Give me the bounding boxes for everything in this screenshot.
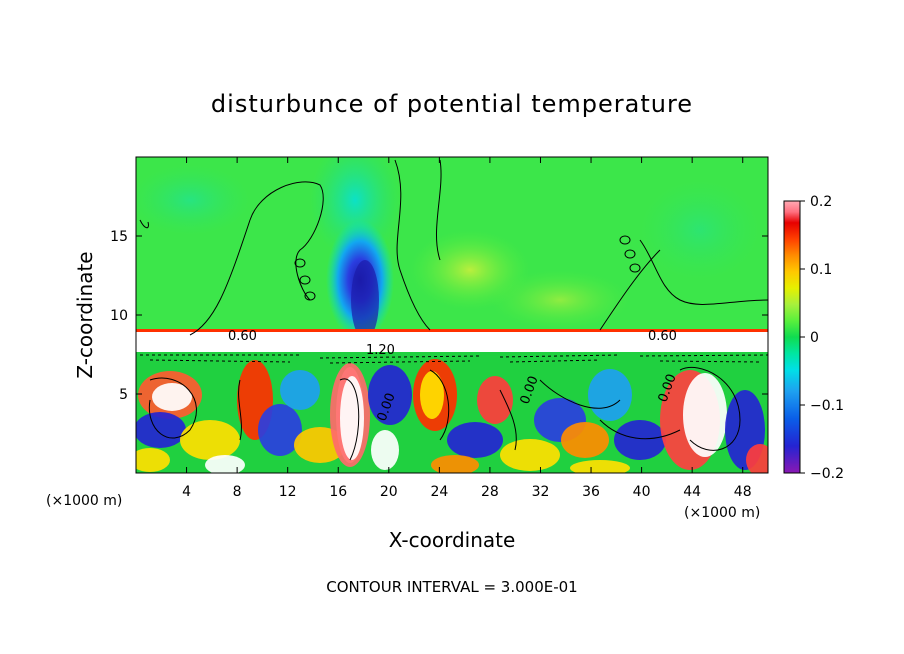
x-axis-title: X-coordinate xyxy=(389,528,516,552)
turbulence-blob xyxy=(746,444,768,473)
turbulence-blob xyxy=(136,412,186,448)
turbulence-blob xyxy=(258,404,302,456)
x-axis: 4 8 12 16 20 24 28 32 36 40 44 48 xyxy=(182,157,752,500)
y-tick-label: 15 xyxy=(110,229,128,245)
colorbar-tick-label: 0 xyxy=(810,330,819,346)
contour-label: 0.60 xyxy=(648,329,677,344)
turbulence-blob xyxy=(420,371,444,419)
turbulence-blob xyxy=(561,422,609,458)
contour-interval-note: CONTOUR INTERVAL = 3.000E-01 xyxy=(326,578,577,596)
turbulence-blob xyxy=(280,370,320,410)
turbulence-blob xyxy=(683,373,727,457)
x-tick-label: 36 xyxy=(582,484,600,500)
turbulence-blob xyxy=(340,376,364,460)
turbulence-blob xyxy=(500,439,560,471)
y-axis-title: Z-coordinate xyxy=(73,251,97,378)
x-tick-label: 12 xyxy=(279,484,297,500)
y-tick-label: 10 xyxy=(110,308,128,324)
turbulence-blob xyxy=(588,369,632,421)
turbulence-blob xyxy=(368,365,412,425)
colorbar-tick-label: 0.2 xyxy=(810,194,832,210)
turbulence-blob xyxy=(205,455,245,473)
y-axis-unit: (×1000 m) xyxy=(46,493,122,509)
turbulence-blob xyxy=(136,448,170,472)
x-tick-label: 28 xyxy=(481,484,499,500)
x-axis-unit: (×1000 m) xyxy=(684,505,760,521)
contour-lines xyxy=(139,159,768,461)
x-tick-label: 44 xyxy=(683,484,701,500)
x-tick-label: 32 xyxy=(532,484,550,500)
colorbar-tick-label: −0.2 xyxy=(810,466,844,482)
turbulence-blob xyxy=(614,420,666,460)
turbulence-blob xyxy=(431,455,479,473)
turbulence-blob xyxy=(152,383,192,411)
turbulence-blob xyxy=(477,376,513,424)
colorbar-scale xyxy=(783,200,801,474)
turbulent-blobs xyxy=(136,359,768,473)
colorbar: 0.2 0.1 0 −0.1 −0.2 xyxy=(783,194,844,482)
turbulence-blob xyxy=(180,420,240,460)
colorbar-tick-label: −0.1 xyxy=(810,398,844,414)
x-tick-label: 48 xyxy=(734,484,752,500)
colorbar-tick-label: 0.1 xyxy=(810,262,832,278)
y-tick-label: 5 xyxy=(119,387,128,403)
x-tick-label: 4 xyxy=(182,484,191,500)
chart-title: disturbunce of potential temperature xyxy=(211,90,693,118)
x-tick-label: 24 xyxy=(430,484,448,500)
heatmap-field xyxy=(136,157,768,473)
turbulence-blob xyxy=(570,460,630,473)
contour-label: 0.60 xyxy=(228,329,257,344)
contour-label: 1.20 xyxy=(366,343,395,358)
turbulence-blob xyxy=(371,430,399,470)
x-tick-label: 16 xyxy=(329,484,347,500)
x-tick-label: 40 xyxy=(633,484,651,500)
y-axis: 5 10 15 xyxy=(110,229,768,403)
x-tick-label: 8 xyxy=(233,484,242,500)
x-tick-label: 20 xyxy=(380,484,398,500)
turbulence-blob xyxy=(447,422,503,458)
boundary-band xyxy=(136,332,768,352)
